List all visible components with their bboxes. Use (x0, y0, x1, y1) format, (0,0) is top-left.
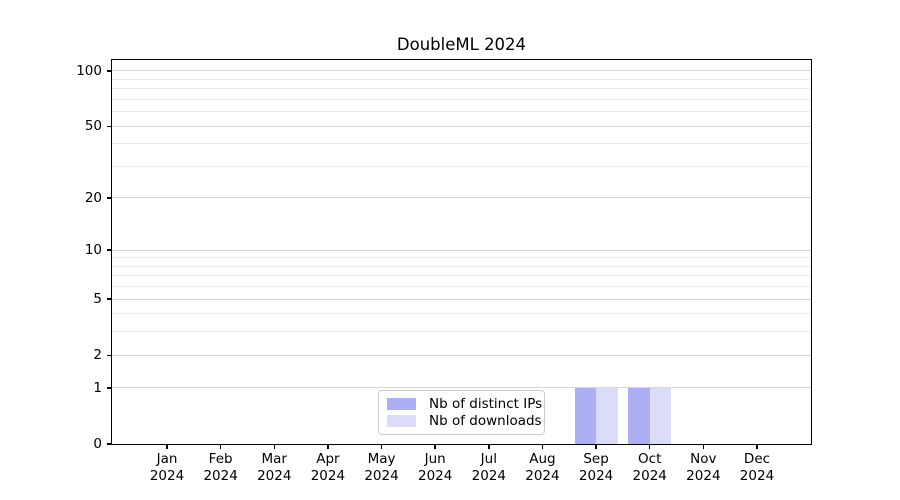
bar-nb-of-downloads-oct (649, 387, 672, 444)
x-tick-month: Sep (583, 451, 609, 467)
x-tick-month: Oct (638, 451, 662, 467)
y-tick-label: 1 (93, 379, 102, 396)
x-tick-label: Oct 2024 (618, 451, 682, 484)
gridline-minor (112, 143, 811, 145)
x-tick-label: Jun 2024 (403, 451, 467, 484)
gridline-minor (112, 98, 811, 100)
x-tick-month: May (367, 451, 396, 467)
x-tick-month: Jul (480, 451, 497, 467)
x-tick-label: Feb 2024 (189, 451, 253, 484)
legend-item: Nb of downloads (387, 413, 542, 429)
gridline-major (112, 197, 811, 199)
y-tick (107, 298, 112, 300)
gridline-minor (112, 165, 811, 167)
x-tick-month: Jun (424, 451, 446, 467)
x-tick-year: 2024 (686, 467, 721, 484)
y-tick-label: 20 (84, 189, 102, 206)
y-tick-label: 2 (93, 347, 102, 364)
x-tick (649, 444, 651, 449)
x-tick-year: 2024 (578, 467, 614, 484)
x-tick-year: 2024 (417, 467, 453, 484)
gridline-major (112, 125, 811, 127)
chart-title: DoubleML 2024 (396, 35, 527, 54)
bar-nb-of-downloads-sep (596, 387, 618, 444)
gridline-minor (112, 88, 811, 90)
x-tick (434, 444, 436, 449)
gridline-major (112, 387, 811, 389)
x-tick-label: Apr 2024 (296, 451, 360, 484)
x-tick-year: 2024 (739, 467, 775, 484)
y-tick-label: 0 (93, 436, 102, 452)
x-tick (380, 444, 383, 449)
x-tick-label: Aug 2024 (510, 451, 574, 484)
x-tick-year: 2024 (525, 467, 560, 484)
x-tick-label: Jan 2024 (135, 451, 199, 484)
gridline-major (112, 249, 811, 251)
gridline-minor (112, 331, 811, 333)
x-tick (327, 444, 329, 449)
x-tick-label: Sep 2024 (564, 451, 628, 484)
y-tick (107, 354, 112, 356)
x-tick-label: Mar 2024 (242, 451, 306, 484)
gridline-minor (112, 286, 811, 288)
x-tick-label: Nov 2024 (671, 451, 735, 484)
gridline-major (112, 70, 811, 72)
x-tick-month: Mar (261, 451, 287, 467)
legend-swatch-icon (387, 398, 416, 410)
x-tick (219, 444, 222, 449)
legend-swatch-icon (387, 415, 416, 427)
x-tick-month: Jan (156, 451, 178, 467)
legend: Nb of distinct IPs Nb of downloads (378, 390, 545, 435)
y-tick (107, 70, 112, 72)
gridline-minor (112, 111, 811, 113)
plot-area: 0 1 2 5 10 20 50 100 Jan 2024 Feb 2024 Mar 2024 Apr 202… (76, 59, 812, 484)
bar-nb-of-distinct-ips-sep (574, 387, 597, 444)
x-tick-year: 2024 (471, 467, 506, 484)
y-tick (107, 443, 112, 445)
y-tick (107, 249, 112, 251)
x-tick-label: May 2024 (350, 451, 414, 484)
x-tick-year: 2024 (203, 467, 238, 484)
y-tick-label: 100 (76, 62, 102, 79)
x-tick-month: Nov (690, 451, 717, 467)
x-tick-year: 2024 (632, 467, 667, 484)
x-tick-month: Apr (316, 451, 340, 467)
legend-label: Nb of distinct IPs (429, 396, 543, 412)
x-tick-year: 2024 (257, 467, 292, 484)
gridline-major (112, 354, 811, 356)
y-tick (107, 387, 112, 389)
x-tick-label: Dec 2024 (725, 451, 789, 484)
x-tick-month: Aug (529, 451, 556, 467)
x-tick-year: 2024 (310, 467, 346, 484)
y-tick (107, 125, 112, 127)
x-tick-label: Jul 2024 (457, 451, 521, 484)
bar-nb-of-distinct-ips-oct (628, 387, 650, 444)
x-tick (756, 444, 758, 449)
x-tick-month: Feb (208, 451, 233, 467)
gridline-minor (112, 313, 811, 315)
gridline-minor (112, 265, 811, 267)
legend-label: Nb of downloads (429, 413, 542, 429)
x-tick (273, 444, 275, 449)
legend-item: Nb of distinct IPs (387, 396, 542, 412)
y-tick (107, 197, 112, 199)
y-tick-label: 10 (84, 242, 102, 259)
x-tick-year: 2024 (364, 467, 399, 484)
gridline-major (112, 298, 811, 300)
y-tick-label: 50 (84, 118, 102, 135)
x-tick (488, 444, 490, 449)
x-tick (702, 444, 705, 449)
x-tick (595, 444, 597, 449)
x-tick-year: 2024 (149, 467, 185, 484)
x-tick (541, 444, 544, 449)
x-tick (166, 444, 168, 449)
gridline-minor (112, 78, 811, 80)
x-tick-month: Dec (743, 451, 771, 467)
gridline-minor (112, 257, 811, 259)
gridline-minor (112, 275, 811, 277)
y-tick-label: 5 (93, 291, 102, 308)
